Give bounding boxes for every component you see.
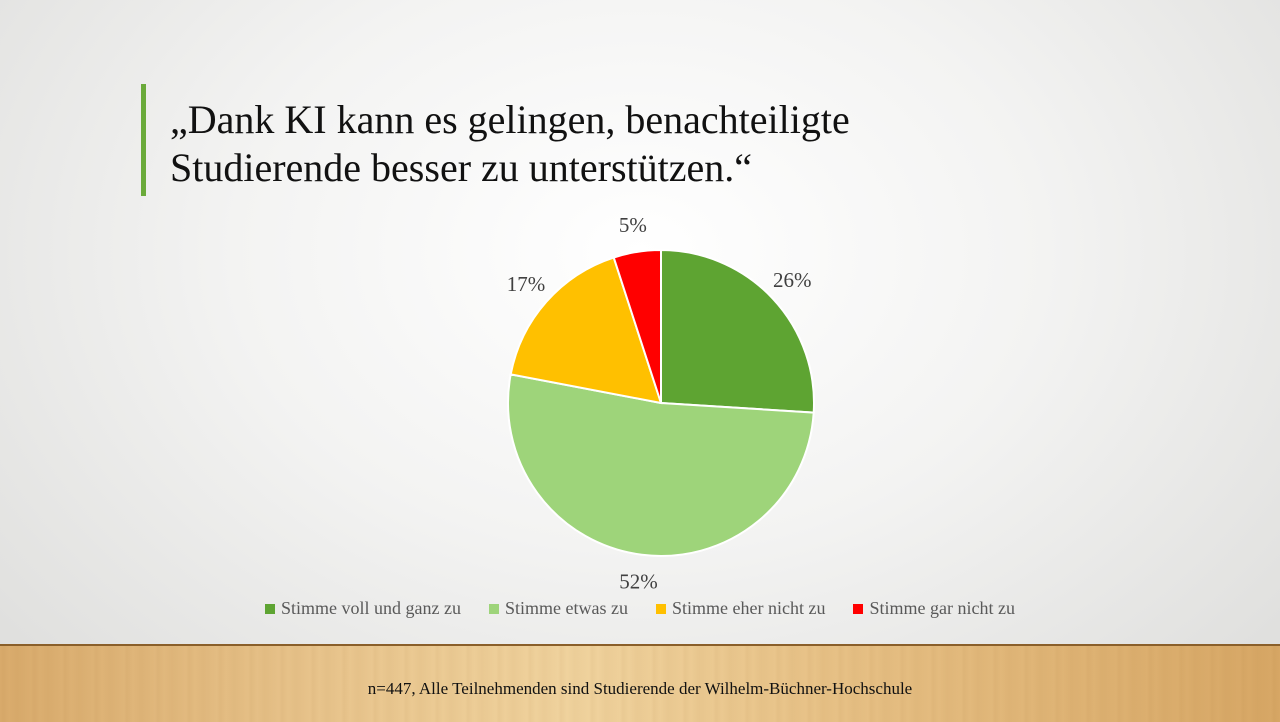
chart-legend: Stimme voll und ganz zu Stimme etwas zu St… [0, 598, 1280, 619]
data-label-2: 52% [619, 570, 658, 594]
legend-swatch-4 [853, 603, 864, 614]
legend-swatch-3 [656, 603, 667, 614]
slide-title-line-1: „Dank KI kann es gelingen, benachteiligt… [170, 97, 850, 142]
pie-chart: 26% 52% 17% 5% [507, 213, 815, 594]
legend-label-3: Stimme eher nicht zu [672, 598, 826, 618]
wood-floor-decoration [0, 644, 1280, 722]
pie-slice-2 [507, 373, 815, 557]
legend-swatch-1 [265, 603, 276, 614]
title-accent-bar [141, 84, 146, 196]
data-label-4: 5% [619, 213, 647, 237]
legend-item-1: Stimme voll und ganz zu [265, 598, 461, 619]
legend-item-3: Stimme eher nicht zu [656, 598, 825, 619]
legend-item-4: Stimme gar nicht zu [853, 598, 1015, 619]
legend-label-2: Stimme etwas zu [505, 598, 629, 618]
legend-item-2: Stimme etwas zu [489, 598, 628, 619]
legend-label-4: Stimme gar nicht zu [869, 598, 1015, 618]
sample-footnote: n=447, Alle Teilnehmenden sind Studieren… [367, 679, 913, 698]
slide-title: „Dank KI kann es gelingen, benachteiligt… [170, 96, 1170, 192]
data-label-3: 17% [507, 272, 546, 296]
pie-slice-4 [612, 248, 662, 404]
data-label-1: 26% [773, 268, 812, 292]
legend-label-1: Stimme voll und ganz zu [281, 598, 462, 618]
slide-title-line-2: Studierende besser zu unterstützen.“ [170, 145, 753, 190]
pie-slice-3 [509, 256, 663, 405]
legend-swatch-2 [489, 603, 500, 614]
pie-slice-1 [660, 248, 815, 414]
